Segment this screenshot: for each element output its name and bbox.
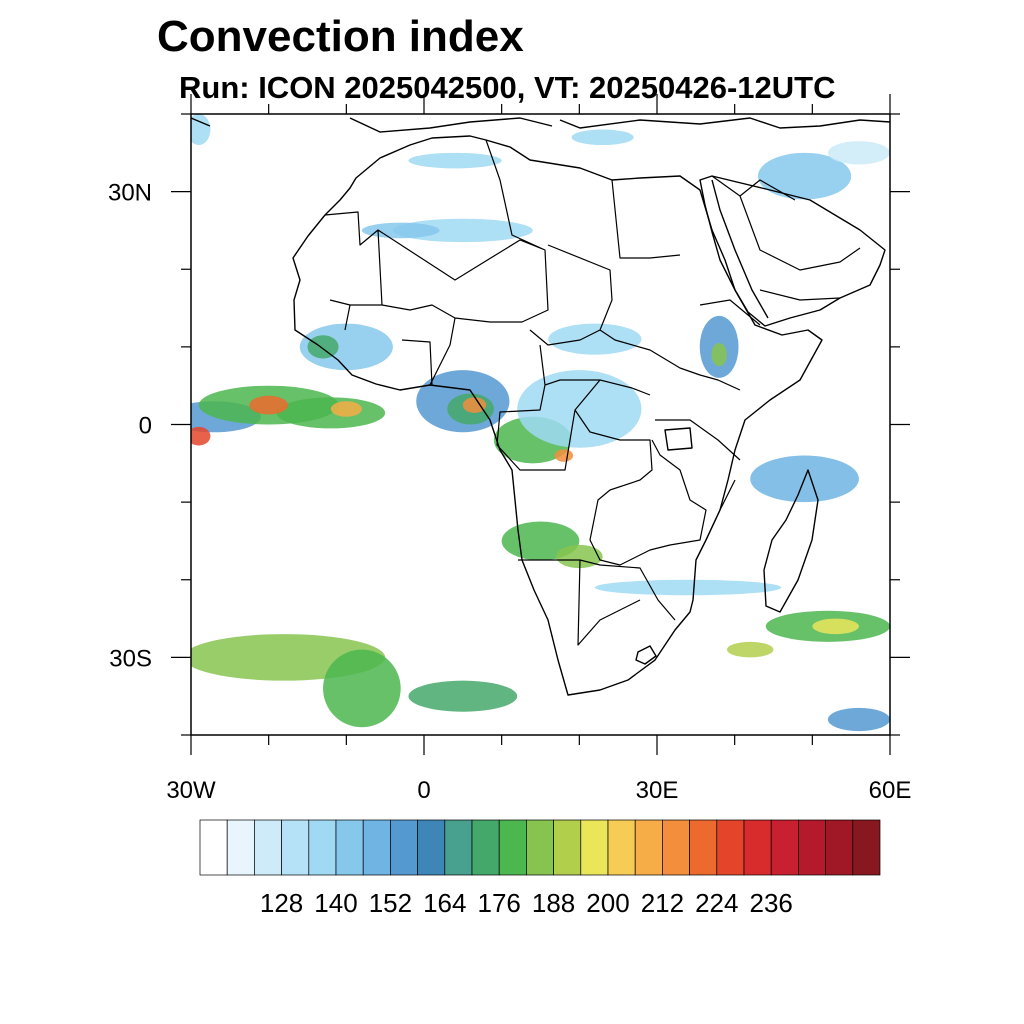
colorbar-swatch bbox=[634, 819, 663, 876]
y-tick-label: 30N bbox=[108, 180, 152, 207]
map-subtitle: Run: ICON 2025042500, VT: 20250426-12UTC bbox=[179, 70, 836, 105]
colorbar-swatch bbox=[716, 819, 745, 876]
colorbar-swatch bbox=[580, 819, 609, 876]
country-borders bbox=[324, 139, 761, 646]
convection-area-34 bbox=[191, 114, 211, 146]
colorbar-swatch bbox=[526, 819, 554, 876]
colorbar-swatch bbox=[743, 819, 772, 876]
colorbar-label: 236 bbox=[750, 888, 793, 918]
colorbar-label: 152 bbox=[369, 888, 412, 918]
convection-area-11 bbox=[517, 370, 642, 448]
colorbar-label: 176 bbox=[478, 888, 521, 918]
colorbar-swatch bbox=[798, 819, 826, 876]
axis-tick-labels: 30W 0 30E 60E 30N 0 30S bbox=[108, 180, 911, 804]
convection-area-23 bbox=[726, 641, 774, 658]
convection-area-3 bbox=[249, 395, 289, 415]
convection-area-29 bbox=[361, 222, 440, 239]
colorbar-swatch bbox=[281, 819, 310, 876]
colorbar-label: 188 bbox=[532, 888, 575, 918]
colorbar-swatch bbox=[852, 819, 881, 876]
x-tick-label: 60E bbox=[869, 777, 912, 804]
colorbar-swatch bbox=[662, 819, 690, 876]
colorbar-swatch bbox=[498, 819, 527, 876]
coastlines-and-borders bbox=[191, 117, 890, 696]
colorbar-swatch bbox=[199, 819, 228, 876]
colorbar-swatch bbox=[308, 819, 337, 876]
convection-area-33 bbox=[827, 141, 890, 165]
convection-area-26 bbox=[408, 680, 518, 712]
convection-area-8 bbox=[462, 397, 487, 413]
convection-field bbox=[191, 114, 890, 732]
colorbar-label: 200 bbox=[586, 888, 629, 918]
x-tick-label: 30W bbox=[166, 777, 216, 804]
colorbar-swatch bbox=[471, 819, 500, 876]
colorbar-label: 164 bbox=[423, 888, 466, 918]
convection-area-31 bbox=[571, 129, 634, 146]
arabia-borders bbox=[711, 175, 861, 301]
colorbar-label: 140 bbox=[314, 888, 357, 918]
colorbar-swatch bbox=[362, 819, 391, 876]
convection-area-25 bbox=[323, 649, 401, 728]
colorbar-swatch bbox=[226, 819, 255, 876]
colorbar-swatch bbox=[444, 819, 473, 876]
x-tick-label: 0 bbox=[417, 777, 430, 804]
convection-area-22 bbox=[812, 618, 859, 635]
colorbar-swatch bbox=[825, 819, 854, 876]
madagascar-coastline bbox=[763, 469, 819, 613]
colorbar-label: 128 bbox=[260, 888, 303, 918]
colorbar-label: 212 bbox=[641, 888, 684, 918]
red-sea-coast bbox=[711, 179, 769, 319]
x-tick-label: 30E bbox=[636, 777, 679, 804]
colorbar-labels: 128 140 152 164 176 188 200 212 224 236 bbox=[260, 888, 793, 918]
colorbar-swatch bbox=[390, 819, 418, 876]
lesotho bbox=[635, 645, 657, 665]
colorbar-swatch bbox=[417, 819, 446, 876]
colorbar-label: 224 bbox=[695, 888, 738, 918]
convection-area-16 bbox=[548, 323, 642, 355]
y-tick-label: 30S bbox=[109, 645, 152, 672]
convection-area-4 bbox=[330, 401, 362, 417]
convection-area-20 bbox=[594, 579, 782, 596]
colorbar-swatch bbox=[553, 819, 582, 876]
convection-area-28 bbox=[392, 218, 533, 243]
convection-area-2 bbox=[276, 397, 386, 429]
convection-area-30 bbox=[408, 152, 502, 169]
convection-area-27 bbox=[827, 707, 890, 732]
map-title: Convection index bbox=[157, 12, 524, 61]
convection-area-32 bbox=[757, 152, 852, 200]
convection-area-15 bbox=[711, 342, 727, 367]
convection-area-10 bbox=[554, 449, 574, 462]
colorbar-swatch bbox=[607, 819, 636, 876]
lake-victoria bbox=[664, 427, 693, 451]
europe-coastline bbox=[191, 117, 890, 133]
colorbar-swatch bbox=[770, 819, 799, 876]
colorbar-swatch bbox=[335, 819, 364, 876]
colorbar-swatch bbox=[689, 819, 718, 876]
colorbar bbox=[199, 819, 881, 876]
convection-area-13 bbox=[307, 335, 339, 359]
axis-ticks bbox=[171, 94, 910, 755]
colorbar-swatch bbox=[254, 819, 282, 876]
convection-area-5 bbox=[191, 426, 211, 446]
y-tick-label: 0 bbox=[139, 413, 152, 440]
